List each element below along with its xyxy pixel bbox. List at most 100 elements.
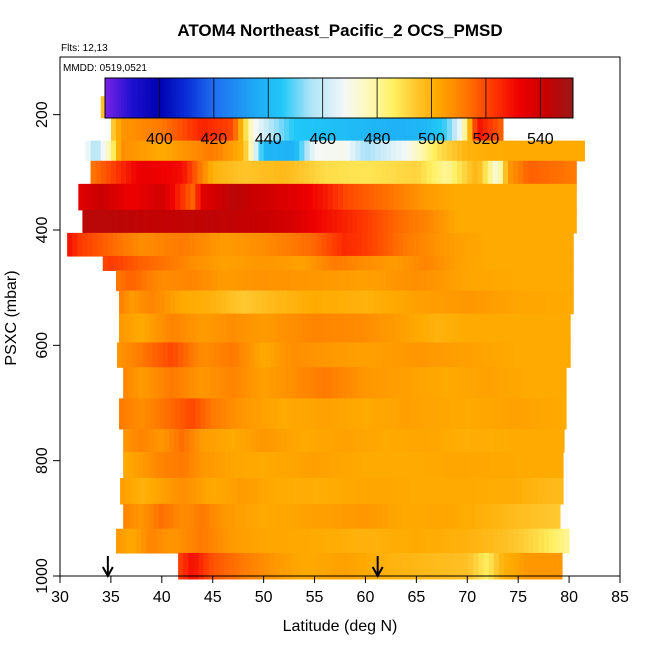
heatmap-cell xyxy=(275,255,282,271)
colorbar-cell xyxy=(126,78,130,118)
heatmap-cell xyxy=(457,117,463,142)
heatmap-cell xyxy=(480,183,487,211)
heatmap-cell xyxy=(378,313,385,344)
colorbar-cell xyxy=(496,78,500,118)
heatmap-cell xyxy=(153,209,160,234)
heatmap-cell xyxy=(550,503,557,530)
heatmap-cell xyxy=(403,428,409,453)
heatmap-cell xyxy=(275,452,282,479)
heatmap-cell xyxy=(454,503,460,530)
heatmap-cell xyxy=(159,398,166,430)
heatmap-cell xyxy=(295,342,301,368)
heatmap-cell xyxy=(233,528,239,554)
heatmap-cell xyxy=(213,342,220,368)
heatmap-cell xyxy=(482,140,489,162)
heatmap-cell xyxy=(357,367,363,399)
heatmap-cell xyxy=(421,160,428,185)
x-axis-label: Latitude (deg N) xyxy=(283,618,398,635)
heatmap-cell xyxy=(485,313,492,344)
colorbar-cell xyxy=(194,78,198,118)
heatmap-cell xyxy=(494,209,501,234)
colorbar-cell xyxy=(521,78,525,118)
heatmap-cell xyxy=(524,552,530,580)
heatmap-cell xyxy=(268,160,275,185)
heatmap-cell xyxy=(497,140,504,162)
heatmap-cell xyxy=(128,232,134,257)
heatmap-cell xyxy=(189,232,195,257)
heatmap-cell xyxy=(303,477,310,505)
heatmap-cell xyxy=(261,290,268,315)
colorbar-cell xyxy=(510,78,514,118)
heatmap-cell xyxy=(169,398,176,430)
heatmap-cell xyxy=(516,398,522,430)
heatmap-cell xyxy=(163,232,170,257)
heatmap-cell xyxy=(538,528,545,554)
heatmap-cell xyxy=(336,503,343,530)
heatmap-cell xyxy=(431,528,438,554)
heatmap-cell xyxy=(191,477,198,505)
heatmap-cell xyxy=(572,290,574,315)
heatmap-cell xyxy=(278,140,285,162)
heatmap-cell xyxy=(112,209,119,234)
heatmap-cell xyxy=(458,342,464,368)
heatmap-cell xyxy=(268,528,275,554)
heatmap-cell xyxy=(417,552,424,580)
heatmap-cell xyxy=(296,367,302,399)
colorbar-cell xyxy=(469,78,473,118)
colorbar-cell xyxy=(415,78,419,118)
heatmap-cell xyxy=(427,552,434,580)
heatmap-cell xyxy=(554,552,561,580)
x-tick-label: 40 xyxy=(153,589,171,606)
heatmap-cell xyxy=(251,398,258,430)
heatmap-cell xyxy=(159,183,166,211)
heatmap-cell xyxy=(238,140,244,162)
heatmap-cell xyxy=(479,428,486,453)
heatmap-cell xyxy=(533,140,540,162)
heatmap-cell xyxy=(385,270,392,292)
heatmap-cell xyxy=(436,117,443,142)
heatmap-cell xyxy=(489,232,496,257)
heatmap-cell xyxy=(141,528,148,554)
heatmap-cell xyxy=(365,270,372,292)
heatmap-cell xyxy=(535,255,542,271)
colorbar-cell xyxy=(374,78,378,118)
heatmap-cell xyxy=(387,452,394,479)
heatmap-cell xyxy=(419,290,426,315)
heatmap-cell xyxy=(296,209,302,234)
heatmap-cell xyxy=(128,452,134,479)
heatmap-cell xyxy=(148,503,155,530)
heatmap-cell xyxy=(556,398,563,430)
heatmap-cell xyxy=(252,477,259,505)
heatmap-cell xyxy=(469,232,475,257)
heatmap-cell xyxy=(382,452,389,479)
heatmap-cell xyxy=(381,342,388,368)
colorbar-cell xyxy=(445,78,449,118)
heatmap-cell xyxy=(499,367,506,399)
heatmap-cell xyxy=(138,367,145,399)
heatmap-cell xyxy=(480,290,487,315)
heatmap-cell xyxy=(375,160,382,185)
heatmap-cell xyxy=(326,367,333,399)
heatmap-cell xyxy=(550,255,557,271)
heatmap-cell xyxy=(251,290,258,315)
heatmap-cell xyxy=(335,552,342,580)
heatmap-cell xyxy=(421,140,428,162)
heatmap-cell xyxy=(177,140,183,162)
heatmap-cell xyxy=(318,477,325,505)
heatmap-cell xyxy=(509,552,515,580)
heatmap-cell xyxy=(278,160,285,185)
heatmap-cell xyxy=(502,160,509,185)
heatmap-cell xyxy=(307,290,314,315)
heatmap-cell xyxy=(521,290,527,315)
heatmap-cell xyxy=(229,342,235,368)
heatmap-cell xyxy=(560,255,567,271)
heatmap-cell xyxy=(131,140,137,162)
heatmap-cell xyxy=(279,342,286,368)
heatmap-cell xyxy=(322,313,329,344)
heatmap-cell xyxy=(224,367,231,399)
heatmap-cell xyxy=(164,398,171,430)
heatmap-cell xyxy=(263,160,270,185)
heatmap-cell xyxy=(468,552,474,580)
heatmap-cell xyxy=(161,140,168,162)
heatmap-cell xyxy=(133,503,139,530)
